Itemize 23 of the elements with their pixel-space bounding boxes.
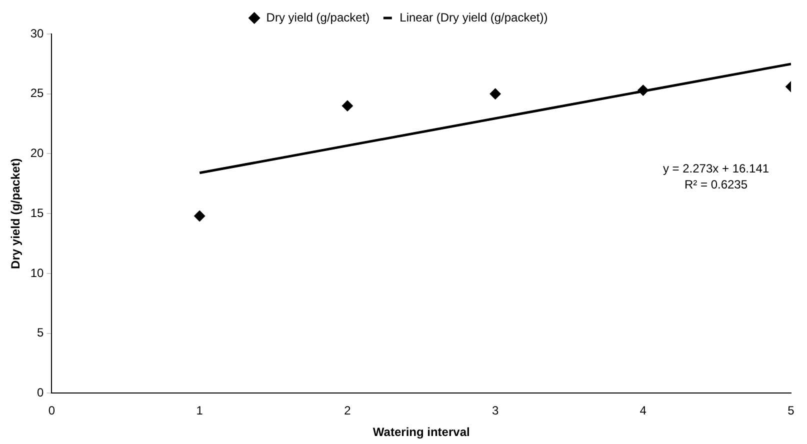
y-tick-label: 25 [30, 86, 44, 100]
annotation: y = 2.273x + 16.141 [662, 161, 770, 176]
point [194, 210, 206, 222]
annotation: R² = 0.6235 [684, 177, 748, 192]
legend-label: Dry yield (g/packet) [266, 10, 370, 24]
y-tick-label: 5 [37, 326, 44, 340]
y-tick-label: 10 [30, 266, 44, 280]
y-tick-label: 0 [37, 386, 44, 400]
legend-label: Linear (Dry yield (g/packet)) [400, 10, 548, 24]
x-tick-label: 1 [196, 404, 204, 418]
y-tick-label: 15 [30, 206, 44, 220]
x-tick-label: 5 [788, 404, 795, 418]
point [342, 100, 353, 112]
x-tick-label: 3 [492, 404, 499, 418]
x-axis-title: Watering interval [372, 425, 470, 440]
x-tick-label: 4 [640, 404, 647, 418]
x-tick-label: 0 [48, 404, 56, 418]
y-tick-label: 30 [30, 26, 44, 40]
point [490, 88, 501, 100]
y-axis-title: Dry yield (g/packet) [8, 158, 23, 269]
x-tick-label: 2 [344, 404, 352, 418]
y-tick-label: 20 [30, 146, 44, 160]
point [638, 84, 649, 96]
